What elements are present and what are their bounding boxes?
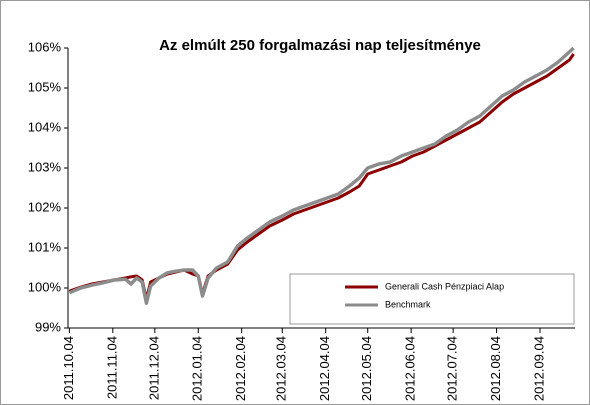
x-tick-label: 2011.11.04 [104,336,119,399]
y-tick-label: 102% [28,199,62,214]
x-tick-label: 2011.10.04 [61,336,76,400]
y-tick-label: 101% [28,239,62,254]
x-tick-label: 2012.04.04 [317,336,332,401]
series-line [68,46,575,305]
x-tick-label: 2012.08.04 [488,336,503,401]
x-tick-label: 2012.01.04 [190,336,205,401]
x-tick-label: 2012.06.04 [403,336,418,401]
x-tick-label: 2011.12.04 [146,336,161,400]
y-tick-label: 106% [28,39,62,54]
legend-label: Benchmark [385,299,431,309]
legend-label: Generali Cash Pénzpiaci Alap [385,281,504,291]
y-tick-label: 105% [28,79,62,94]
chart-title: Az elmúlt 250 forgalmazási nap teljesítm… [159,37,481,54]
y-tick-label: 99% [35,319,61,334]
x-tick-label: 2012.03.04 [274,336,289,401]
legend-box [289,273,575,325]
x-tick-label: 2012.07.04 [445,336,460,401]
x-tick-label: 2012.09.04 [531,336,546,401]
x-tick-label: 2012.02.04 [233,336,248,401]
y-tick-label: 100% [28,279,62,294]
x-tick-label: 2012.05.04 [359,336,374,401]
y-tick-label: 104% [28,119,62,134]
y-tick-label: 103% [28,159,62,174]
